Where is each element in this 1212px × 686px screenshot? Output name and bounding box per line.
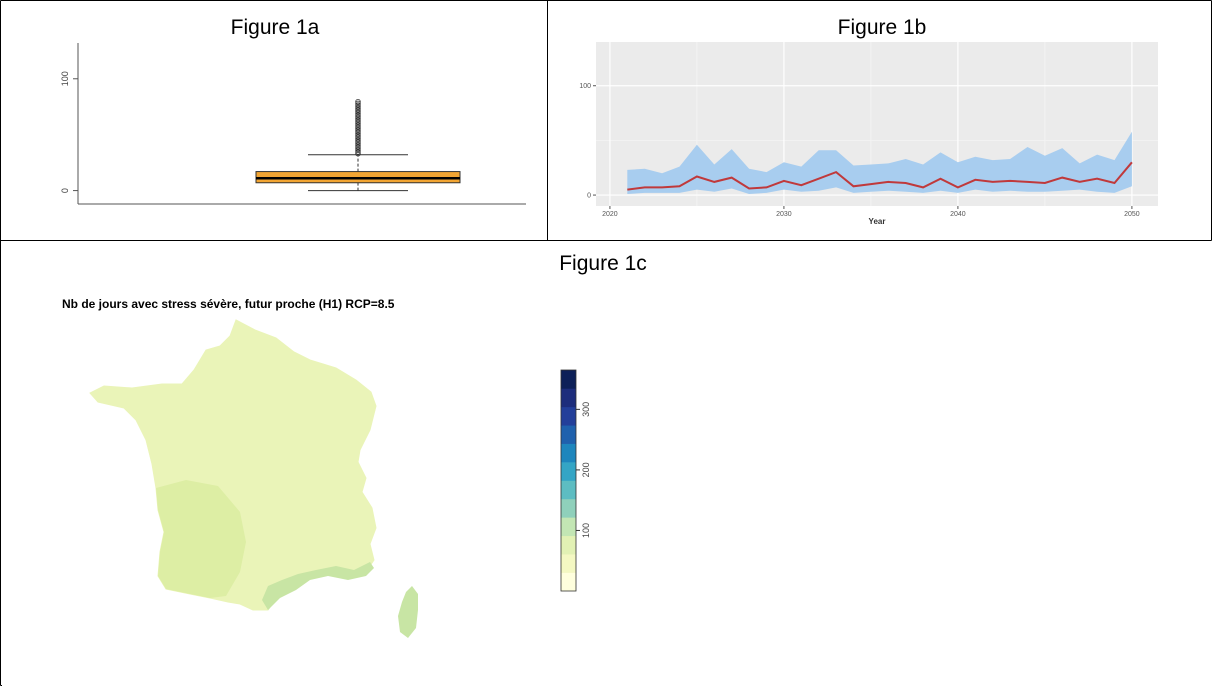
outlier-point (355, 139, 361, 145)
color-scale-legend: 100 200 300 (560, 369, 591, 592)
outlier-point (355, 120, 361, 127)
corsica-region (398, 586, 418, 638)
outlier-point (355, 115, 361, 122)
figure-1c-caption: Figure 1c (559, 252, 647, 275)
outlier-point (355, 107, 361, 113)
france-mainland-region (89, 319, 377, 611)
outlier-point (355, 124, 361, 130)
mediterranean-coast (262, 562, 374, 610)
figure-1b-caption: Figure 1b (837, 16, 927, 39)
map-title: Nb de jours avec stress sévère, futur pr… (62, 297, 395, 311)
figure-1a-boxplot: 0 100 (60, 43, 526, 205)
scale-tick-label: 200 (581, 462, 591, 477)
outlier-point (355, 112, 361, 118)
figure-1a-caption: Figure 1a (230, 16, 320, 39)
outlier-point (355, 105, 361, 112)
outlier-point (355, 127, 361, 133)
outlier-point (355, 117, 361, 123)
outlier-point (355, 140, 361, 147)
outlier-point (355, 109, 361, 115)
outlier-point (355, 132, 361, 138)
outlier-point (355, 135, 361, 142)
outlier-point (355, 134, 361, 140)
scale-border (560, 369, 577, 592)
scale-swatch (561, 572, 576, 592)
outlier-point (355, 129, 361, 135)
scale-swatch (561, 370, 576, 389)
figure-1b-line-chart: 2020 2030 2040 2050 0 100 Year (579, 42, 1158, 226)
outlier-point (355, 102, 361, 108)
y-tick-label: 100 (60, 71, 70, 86)
outlier-point (355, 125, 361, 132)
scale-swatch (561, 462, 576, 481)
figure-1c-map: Nb de jours avec stress sévère, futur pr… (62, 297, 591, 638)
outlier-point (355, 150, 361, 157)
southwest-region (156, 480, 246, 598)
outliers (355, 98, 361, 157)
scale-swatch (561, 517, 576, 537)
uncertainty-band (627, 131, 1132, 194)
outlier-point (355, 145, 361, 152)
x-tick-label: 2020 (602, 211, 618, 218)
y-tick-label: 100 (579, 83, 591, 90)
scale-tick-label: 300 (581, 402, 591, 417)
scale-swatch (561, 480, 576, 500)
outlier-point (355, 149, 361, 155)
outlier-point (355, 144, 361, 150)
x-tick-label: 2030 (776, 211, 792, 218)
outlier-point (355, 122, 361, 128)
median-line (627, 161, 1133, 191)
scale-swatch (561, 425, 576, 444)
scale-swatch (561, 388, 576, 408)
outlier-point (355, 104, 361, 110)
france-map (89, 319, 418, 638)
scale-swatch (561, 498, 576, 518)
outlier-point (355, 110, 361, 117)
scale-swatch (561, 406, 576, 426)
x-tick-label: 2040 (950, 211, 966, 218)
x-tick-label: 2050 (1124, 211, 1140, 218)
outlier-point (355, 98, 361, 105)
outlier-point (355, 142, 361, 149)
scale-swatch (561, 535, 576, 555)
y-tick-label: 0 (60, 188, 70, 193)
outlier-point (355, 130, 361, 137)
outlier-point (355, 119, 361, 125)
scale-swatch (561, 443, 576, 463)
outlier-point (355, 147, 361, 154)
outlier-point (355, 137, 361, 143)
outlier-point (355, 100, 361, 107)
scale-tick-label: 100 (581, 523, 591, 538)
scale-swatch (561, 554, 576, 573)
x-axis-title: Year (869, 217, 886, 226)
outlier-point (355, 114, 361, 120)
y-tick-label: 0 (587, 193, 591, 200)
